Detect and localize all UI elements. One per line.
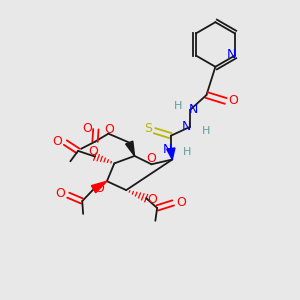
Text: N: N — [226, 48, 236, 61]
Polygon shape — [126, 141, 134, 156]
Text: H: H — [183, 147, 191, 158]
Text: O: O — [177, 196, 186, 209]
Text: N: N — [189, 103, 198, 116]
Text: O: O — [229, 94, 238, 107]
Text: O: O — [146, 152, 156, 165]
Text: N: N — [182, 120, 191, 133]
Text: O: O — [104, 123, 114, 136]
Text: O: O — [52, 135, 62, 148]
Text: H: H — [174, 101, 182, 111]
Polygon shape — [167, 148, 175, 160]
Text: O: O — [88, 145, 98, 158]
Text: O: O — [147, 193, 157, 206]
Text: N: N — [163, 143, 172, 156]
Text: H: H — [202, 126, 211, 136]
Text: S: S — [145, 122, 152, 135]
Text: O: O — [55, 188, 65, 200]
Text: O: O — [82, 122, 92, 134]
Polygon shape — [92, 181, 107, 193]
Text: O: O — [94, 182, 104, 195]
